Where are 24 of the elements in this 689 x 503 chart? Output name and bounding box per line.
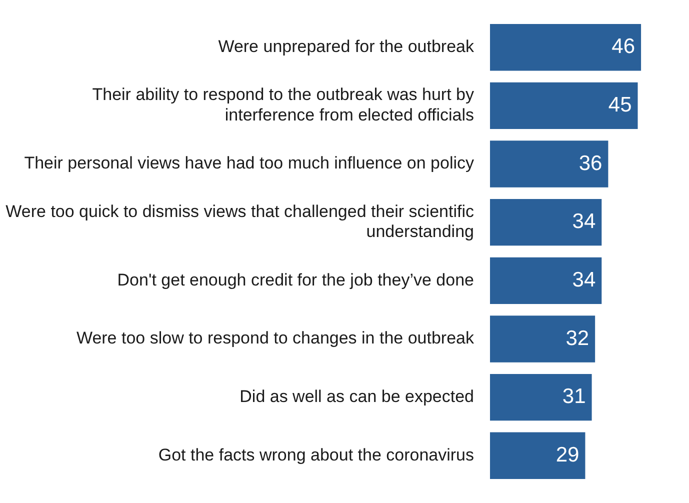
data-label: 45	[608, 93, 632, 116]
y-tick-label: Their ability to respond to the outbreak was hurt by interference from elected officials	[92, 85, 474, 125]
data-label: 34	[572, 210, 596, 234]
bar	[490, 432, 586, 479]
y-tick-label: Got the facts wrong about the coronavirus	[158, 445, 474, 464]
data-label: 36	[578, 152, 602, 175]
bar	[490, 140, 608, 188]
y-tick-label: Were too quick to dismiss views that challenged their scientific understanding	[6, 202, 474, 242]
y-tick-label: Were unprepared for the outbreak	[218, 37, 474, 56]
bar	[490, 316, 596, 362]
y-tick-label: Their personal views have had too much influence on policy	[24, 154, 474, 173]
y-tick-label: Were too slow to respond to changes in the outbreak	[76, 328, 474, 348]
data-label: 31	[562, 385, 586, 408]
y-tick-label: Did as well as can be expected	[240, 387, 474, 406]
data-label: 29	[556, 443, 580, 466]
bar	[490, 199, 602, 246]
data-label: 46	[612, 35, 636, 58]
bar	[490, 82, 638, 130]
y-tick-label: Don't get enough credit for the job they’ve done	[117, 270, 474, 290]
bar	[490, 374, 592, 421]
data-label: 34	[572, 268, 596, 292]
bar	[490, 24, 642, 71]
bar	[490, 257, 602, 304]
data-label: 32	[566, 326, 590, 350]
